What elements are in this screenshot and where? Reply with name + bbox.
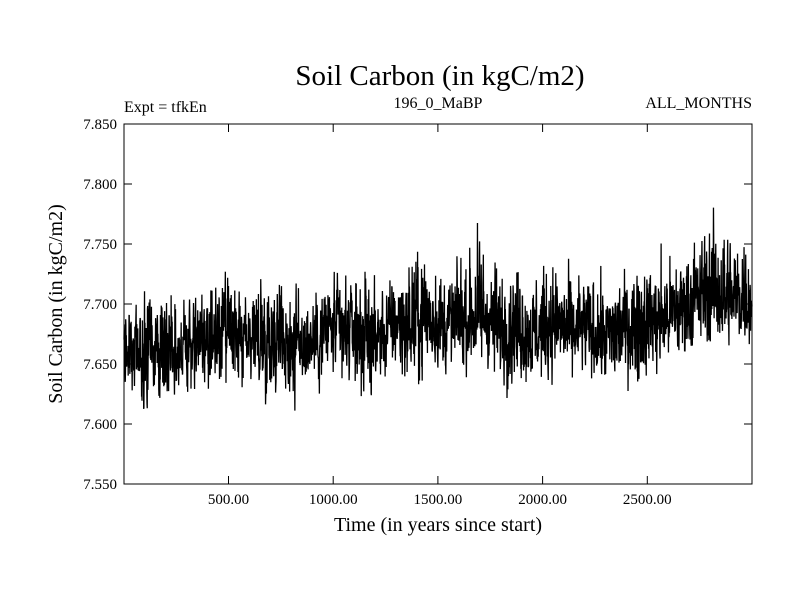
y-tick-label: 7.650	[83, 357, 117, 373]
x-tick-label: 1500.00	[414, 492, 463, 508]
x-tick-label: 1000.00	[309, 492, 358, 508]
y-tick-label: 7.550	[83, 477, 117, 493]
y-tick-label: 7.850	[83, 117, 117, 133]
x-tick-label: 2500.00	[623, 492, 672, 508]
plot-frame	[123, 123, 753, 485]
x-tick-label: 2000.00	[518, 492, 567, 508]
x-tick-label: 500.00	[208, 492, 249, 508]
series-line	[123, 207, 753, 411]
period-label: 196_0_MaBP	[394, 95, 483, 112]
y-tick-label: 7.750	[83, 237, 117, 253]
y-tick-label: 7.800	[83, 177, 117, 193]
months-label: ALL_MONTHS	[645, 95, 752, 112]
y-axis-label: Soil Carbon (in kgC/m2)	[45, 204, 67, 403]
series-layer	[123, 207, 753, 411]
chart-title: Soil Carbon (in kgC/m2)	[295, 60, 584, 92]
x-axis-label: Time (in years since start)	[334, 514, 542, 536]
experiment-label: Expt = tfkEn	[124, 99, 207, 116]
y-tick-label: 7.600	[83, 417, 117, 433]
y-tick-label: 7.700	[83, 297, 117, 313]
